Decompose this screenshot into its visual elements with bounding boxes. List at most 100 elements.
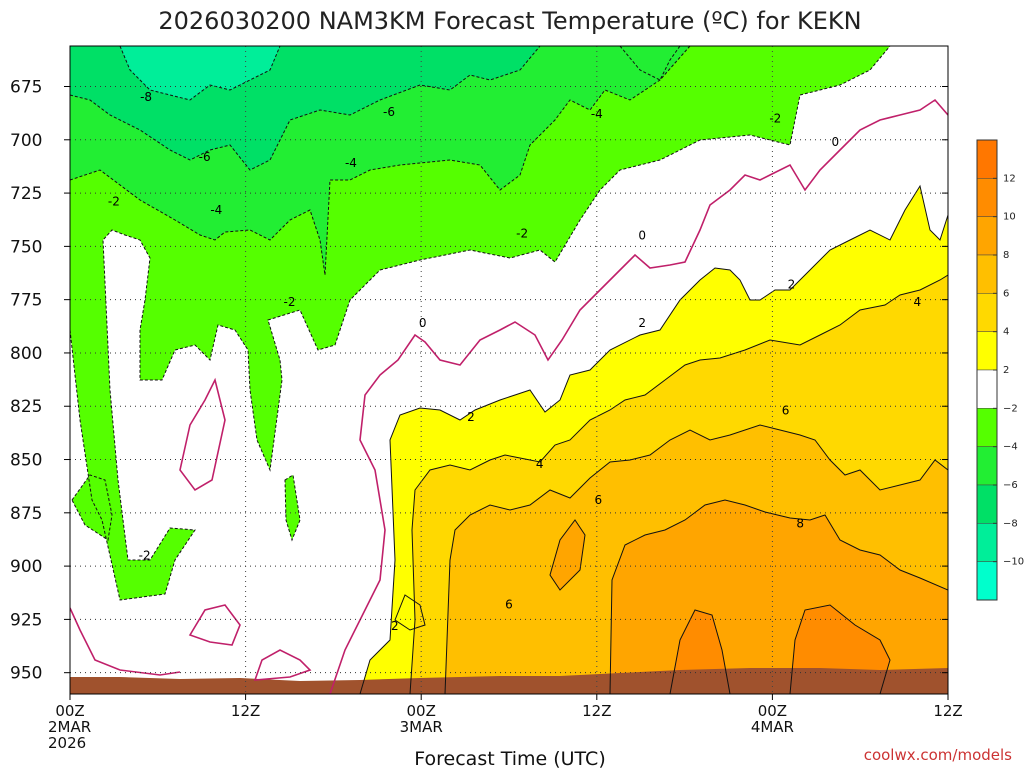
plot-area: -8 -6 -6 -4 -2 0 -4 -2 -4 -2 0 2 4 -2 0 2 6 2 4 6 8 -2 6 2 xyxy=(70,46,948,694)
x-tick-label: 00Z xyxy=(55,702,84,720)
contour-8 xyxy=(609,499,948,694)
contour-label: 8 xyxy=(796,516,804,530)
x-tick-label: 12Z xyxy=(933,702,962,720)
contour-2-small xyxy=(394,594,426,631)
contour-label: -2 xyxy=(139,548,151,562)
colorbar-label: 4 xyxy=(1003,327,1009,338)
colorbar-label: −10 xyxy=(1003,557,1024,568)
colorbar-label: −8 xyxy=(1003,518,1018,529)
x-tick-label: 3MAR xyxy=(400,718,443,736)
colorbar-label: 8 xyxy=(1003,250,1009,261)
zero-contours xyxy=(70,98,948,694)
fill-cold-blob-left xyxy=(72,475,112,540)
colorbar-swatch xyxy=(976,254,998,294)
colorbar-label: −6 xyxy=(1003,480,1018,491)
contour-minus2 xyxy=(70,46,891,601)
fill-cold-blob-mid xyxy=(285,475,300,540)
colorbar-label: 6 xyxy=(1003,288,1009,299)
positive-contours xyxy=(359,184,948,694)
plot-frame xyxy=(69,45,949,695)
colorbar-swatch xyxy=(976,369,998,409)
contour-zero-loop3 xyxy=(253,649,312,681)
fill-warm-8-blob xyxy=(550,520,585,590)
gridlines xyxy=(70,46,948,694)
colorbar-swatch xyxy=(976,446,998,486)
y-tick-label: 775 xyxy=(10,291,42,311)
y-tick-label: 900 xyxy=(10,557,42,577)
colorbar-swatch xyxy=(976,484,998,524)
contour-label: -6 xyxy=(199,150,211,164)
y-tick-label: 800 xyxy=(10,344,42,364)
contour-label: -2 xyxy=(108,195,120,209)
contour-10 xyxy=(669,609,731,694)
y-tick-label: 725 xyxy=(10,184,42,204)
contour-label: 0 xyxy=(419,316,427,330)
colorbar-label: −4 xyxy=(1003,442,1018,453)
colorbar-label: 10 xyxy=(1003,212,1016,223)
y-tick-label: 700 xyxy=(10,131,42,151)
y-tick-label: 750 xyxy=(10,237,42,257)
contour-2 xyxy=(359,184,948,694)
x-tick-label: 00Z xyxy=(758,702,787,720)
contour-label: 0 xyxy=(832,135,840,149)
x-tick-label: 2026 xyxy=(48,734,86,752)
contour-labels: -8 -6 -6 -4 -2 0 -4 -2 -4 -2 0 2 4 -2 0 2 6 2 4 6 8 -2 6 2 xyxy=(108,90,921,633)
contour-label: 2 xyxy=(391,619,399,633)
contour-label: -4 xyxy=(210,203,222,217)
credit-text: coolwx.com/models xyxy=(864,746,1012,764)
contour-label: -8 xyxy=(140,90,152,104)
colorbar-swatch xyxy=(976,408,998,447)
contour-10-right xyxy=(789,604,891,694)
y-tick-label: 925 xyxy=(10,610,42,630)
contour-label: 6 xyxy=(782,404,790,418)
contour-zero-main xyxy=(329,98,948,694)
contour-8-blob xyxy=(549,519,586,591)
contour-label: 6 xyxy=(505,597,513,611)
contour-label: -2 xyxy=(516,227,528,241)
y-tick-label: 950 xyxy=(10,664,42,684)
x-tick-label: 12Z xyxy=(231,702,260,720)
colorbar-swatch xyxy=(976,178,998,217)
colorbar-swatch xyxy=(976,561,998,601)
colorbar-swatch xyxy=(976,216,998,256)
contour-label: 4 xyxy=(536,457,544,471)
x-tick-label: 00Z xyxy=(407,702,436,720)
contour-label: -6 xyxy=(383,105,395,119)
x-axis-label: Forecast Time (UTC) xyxy=(414,748,605,768)
chart-title: 2026030200 NAM3KM Forecast Temperature (… xyxy=(158,7,861,35)
y-tick-label: 675 xyxy=(10,78,42,98)
colorbar-label: 2 xyxy=(1003,365,1009,376)
contour-6 xyxy=(444,424,948,694)
y-tick-label: 850 xyxy=(10,451,42,471)
contour-label: -2 xyxy=(284,295,296,309)
x-tick-label: 4MAR xyxy=(751,718,794,736)
colorbar-swatch xyxy=(976,139,998,179)
contour-label: -4 xyxy=(345,156,357,170)
contour-minus4 xyxy=(70,46,691,276)
y-tick-label: 825 xyxy=(10,397,42,417)
contour-zero-left xyxy=(70,607,181,676)
fill-cold-patch xyxy=(620,46,680,80)
contour-patch xyxy=(619,46,681,81)
contour-zero-loop1 xyxy=(179,377,226,492)
colorbar-swatch xyxy=(976,523,998,562)
contour-label: 2 xyxy=(638,316,646,330)
contour-blob-left xyxy=(71,474,113,541)
colorbar: 12 10 8 6 4 2 −2 −4 −6 −8 −10 xyxy=(976,139,1024,601)
colorbar-label: 12 xyxy=(1003,173,1016,184)
contour-label: -2 xyxy=(769,111,781,125)
colorbar-swatch xyxy=(976,331,998,371)
contour-label: 6 xyxy=(594,493,602,507)
colorbar-swatch xyxy=(976,293,998,332)
colorbar-label: −2 xyxy=(1003,403,1018,414)
contour-blob-mid xyxy=(284,474,301,542)
x-tick-label: 2MAR xyxy=(48,718,91,736)
contour-label: 2 xyxy=(788,278,796,292)
contour-4 xyxy=(409,274,948,694)
contour-label: 4 xyxy=(913,295,921,309)
contour-zero-loop2 xyxy=(188,604,241,646)
y-tick-label: 875 xyxy=(10,504,42,524)
